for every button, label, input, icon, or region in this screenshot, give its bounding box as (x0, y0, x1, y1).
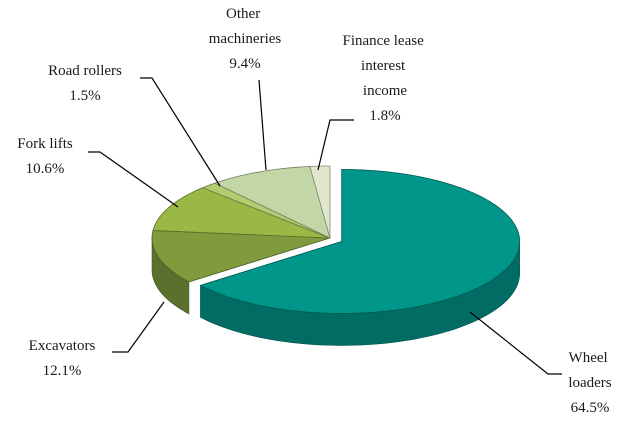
slice-label: Finance lease interest income (343, 33, 428, 99)
leader-line (469, 311, 562, 375)
label-line: Wheel (569, 350, 612, 366)
label-line: Excavators (29, 338, 96, 354)
value-label: 64.5% (571, 400, 610, 416)
label-line: Fork lifts (17, 136, 73, 152)
leader-line (140, 77, 221, 187)
slice-label: Excavators (29, 338, 96, 354)
label-line: income (363, 83, 407, 99)
label-line: machineries (209, 31, 282, 47)
slice-label: Wheel loaders (568, 350, 611, 391)
leader-line (112, 301, 165, 353)
slice-label: Fork lifts (17, 136, 73, 152)
label-line: Other (226, 6, 264, 22)
slice (309, 165, 331, 239)
value-label: 9.4% (229, 56, 260, 72)
leader-line (258, 79, 267, 171)
slice (152, 187, 331, 239)
label-line: interest (361, 58, 409, 74)
value-label: 10.6% (26, 161, 65, 177)
slice (199, 169, 521, 314)
label-line: Road rollers (48, 63, 122, 79)
slice-label: Road rollers (48, 63, 122, 79)
value-label: 12.1% (43, 363, 82, 379)
slice-label: Other machineries (209, 6, 282, 47)
label-line: loaders (568, 375, 611, 391)
label-line: Finance lease (343, 33, 428, 49)
value-label: 1.8% (369, 108, 400, 124)
slice (151, 230, 331, 283)
value-label: 1.5% (69, 88, 100, 104)
leader-line (88, 151, 179, 208)
leader-line (317, 119, 354, 171)
slice (213, 166, 331, 239)
